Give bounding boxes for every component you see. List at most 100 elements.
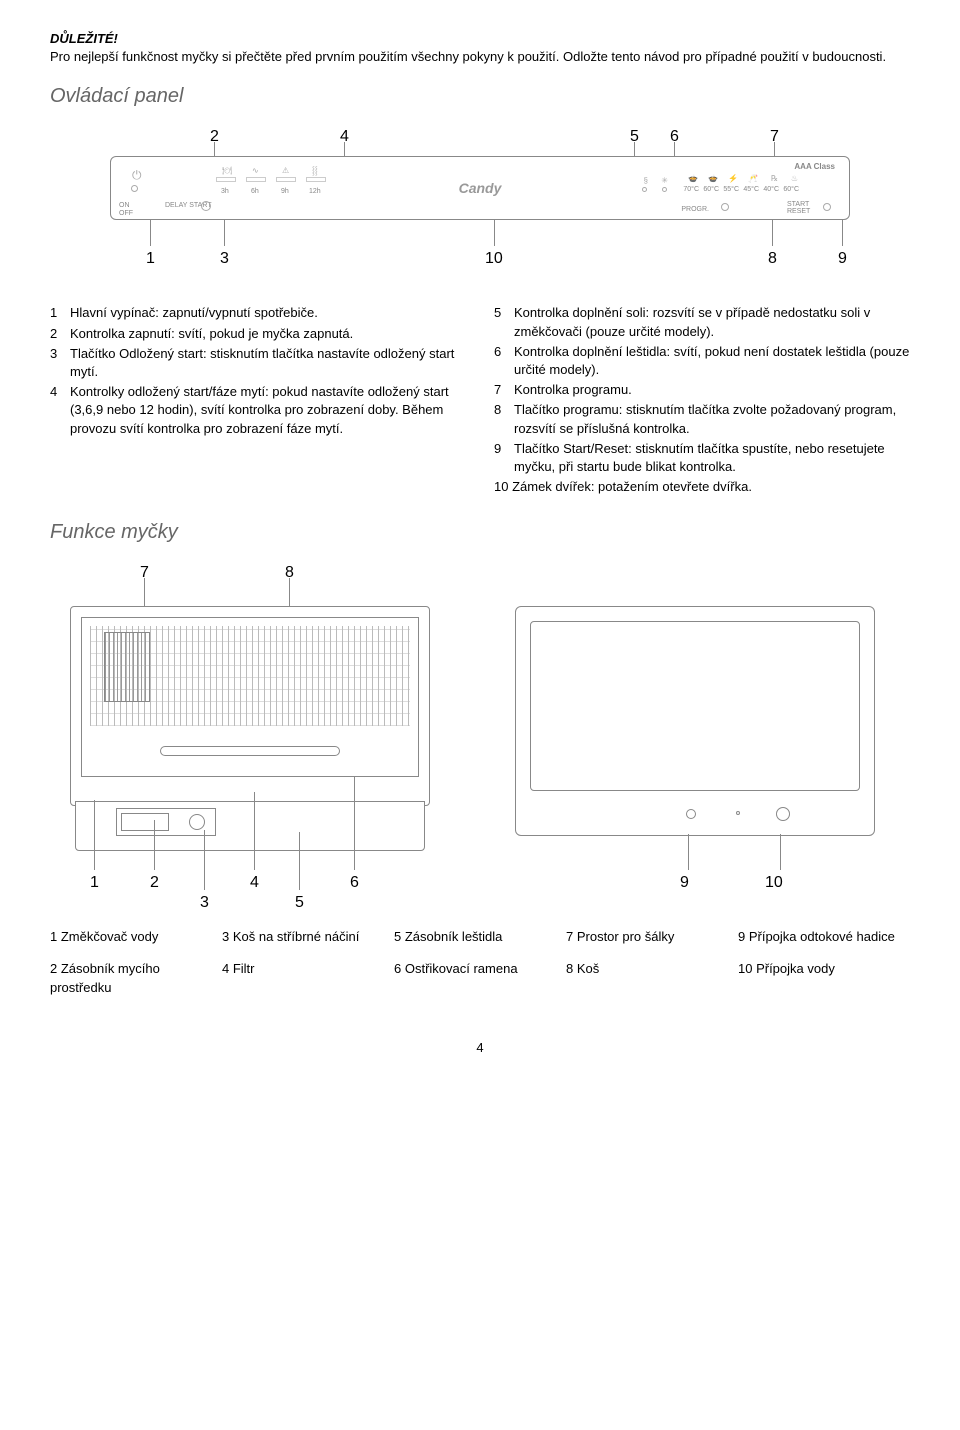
features-legend-table: 1 Změkčovač vody3 Koš na stříbrné náčiní… <box>50 926 910 1009</box>
legend-cell: 8 Koš <box>566 958 738 1008</box>
tick <box>224 220 225 246</box>
list-item: 3Tlačítko Odložený start: stisknutím tla… <box>50 345 466 381</box>
leader-line <box>354 776 355 870</box>
item-number: 7 <box>494 381 508 399</box>
legend-cell: 6 Ostřikovací ramena <box>394 958 566 1008</box>
legend-cell: 9 Přípojka odtokové hadice <box>738 926 910 958</box>
item-text: Kontrolky odložený start/fáze mytí: poku… <box>70 383 466 438</box>
temp-45: 45°C <box>743 185 759 195</box>
legend-cell: 7 Prostor pro šálky <box>566 926 738 958</box>
start-reset-button-icon <box>823 203 831 211</box>
legend-cell: 3 Koš na stříbrné náčiní <box>222 926 394 958</box>
important-label: DŮLEŽITÉ! <box>50 30 910 48</box>
phase-icon: ∿ <box>252 165 259 176</box>
item-text: Kontrolka zapnutí: svítí, pokud je myčka… <box>70 325 353 343</box>
hour-6h: 6h <box>251 187 259 197</box>
legend-cell: 1 Změkčovač vody <box>50 926 222 958</box>
callout-1f: 1 <box>90 872 99 894</box>
bar-icon <box>276 177 296 182</box>
callout-1: 1 <box>146 248 155 270</box>
panel-section-title: Ovládací panel <box>50 82 910 110</box>
callout-8: 8 <box>768 248 777 270</box>
off-label: OFF <box>119 209 133 219</box>
item-number: 2 <box>50 325 64 343</box>
brand-logo: Candy <box>459 179 502 199</box>
callout-2f: 2 <box>150 872 159 894</box>
progr-label: PROGR. <box>681 205 709 215</box>
salt-icon: § <box>644 175 648 186</box>
prog-icon: 🍲 <box>688 173 698 184</box>
tick <box>842 220 843 246</box>
item-text: Kontrolka doplnění leštidla: svítí, poku… <box>514 343 910 379</box>
item-text: Tlačítko Odložený start: stisknutím tlač… <box>70 345 466 381</box>
page-number: 4 <box>50 1039 910 1057</box>
callout-5f: 5 <box>295 892 304 914</box>
item-text: Hlavní vypínač: zapnutí/vypnutí spotřebi… <box>70 304 318 322</box>
leader-line <box>780 834 781 870</box>
tick <box>344 142 345 156</box>
legend-cell: 4 Filtr <box>222 958 394 1008</box>
temp-60: 60°C <box>703 185 719 195</box>
led-icon <box>131 185 138 192</box>
prog-icon: 🍲 <box>708 173 718 184</box>
dishwasher-rear-view: 9 10 <box>495 562 910 902</box>
intro-text: Pro nejlepší funkčnost myčky si přečtěte… <box>50 48 910 66</box>
tick <box>674 142 675 156</box>
panel-descriptions: 1Hlavní vypínač: zapnutí/vypnutí spotřeb… <box>50 304 910 498</box>
power-icon: ⏻ <box>132 167 142 184</box>
item-text: Kontrolka doplnění soli: rozsvítí se v p… <box>514 304 910 340</box>
tick <box>774 142 775 156</box>
item-number: 9 <box>494 440 508 476</box>
item-number: 8 <box>494 401 508 437</box>
leader-line <box>154 820 155 870</box>
bar-icon <box>306 177 326 182</box>
start-reset-label: START RESET <box>787 201 809 215</box>
leader-line <box>299 832 300 890</box>
bar-icon <box>246 177 266 182</box>
callout-9f: 9 <box>680 872 689 894</box>
temp-70: 70°C <box>683 185 699 195</box>
list-item: 8Tlačítko programu: stisknutím tlačítka … <box>494 401 910 437</box>
item-text: Tlačítko Start/Reset: stisknutím tlačítk… <box>514 440 910 476</box>
legend-cell: 5 Zásobník leštidla <box>394 926 566 958</box>
prog-icon: ⚡ <box>728 173 738 184</box>
temp-60b: 60°C <box>783 185 799 195</box>
cabinet-outline <box>70 606 430 806</box>
item-number: 3 <box>50 345 64 381</box>
list-item: 2 Kontrolka zapnutí: svítí, pokud je myčk… <box>50 325 466 343</box>
door-front <box>75 801 425 851</box>
item-number: 6 <box>494 343 508 379</box>
cavity-outline <box>81 617 419 777</box>
list-item: 6Kontrolka doplnění leštidla: svítí, pok… <box>494 343 910 379</box>
dispenser <box>116 808 216 836</box>
rinse-cap <box>189 814 205 830</box>
control-panel-diagram: 2 4 5 6 7 ⏻ ON OFF DELAY START 🍽 ∿ ⚠ ⸾⸾ … <box>50 118 910 288</box>
list-item: 7 Kontrolka programu. <box>494 381 910 399</box>
item-number: 4 <box>50 383 64 438</box>
left-column: 1Hlavní vypínač: zapnutí/vypnutí spotřeb… <box>50 304 466 498</box>
led-icon <box>642 187 647 192</box>
features-section-title: Funkce myčky <box>50 518 910 546</box>
features-diagrams: 7 8 1 2 3 4 5 6 <box>50 562 910 902</box>
tick <box>214 142 215 156</box>
dishwasher-front-view: 7 8 1 2 3 4 5 6 <box>50 562 465 902</box>
temp-55: 55°C <box>723 185 739 195</box>
leader-line <box>94 800 95 870</box>
phase-icon: 🍽 <box>222 165 232 176</box>
tick <box>772 220 773 246</box>
list-item: 4Kontrolky odložený start/fáze mytí: pok… <box>50 383 466 438</box>
callout-9: 9 <box>838 248 847 270</box>
hour-3h: 3h <box>221 187 229 197</box>
aaa-class-label: AAA Class <box>794 161 835 172</box>
legend-cell: 10 Přípojka vody <box>738 958 910 1008</box>
leader-line <box>254 792 255 870</box>
prog-icon: ♨ <box>791 173 798 184</box>
progr-button-icon <box>721 203 729 211</box>
phase-icon: ⸾⸾ <box>312 165 318 176</box>
rear-cabinet <box>515 606 875 836</box>
item-text: Kontrolka programu. <box>514 381 632 399</box>
prog-icon: ℞ <box>771 173 778 184</box>
tick <box>150 220 151 246</box>
led-icon <box>662 187 667 192</box>
rear-panel <box>530 621 860 791</box>
